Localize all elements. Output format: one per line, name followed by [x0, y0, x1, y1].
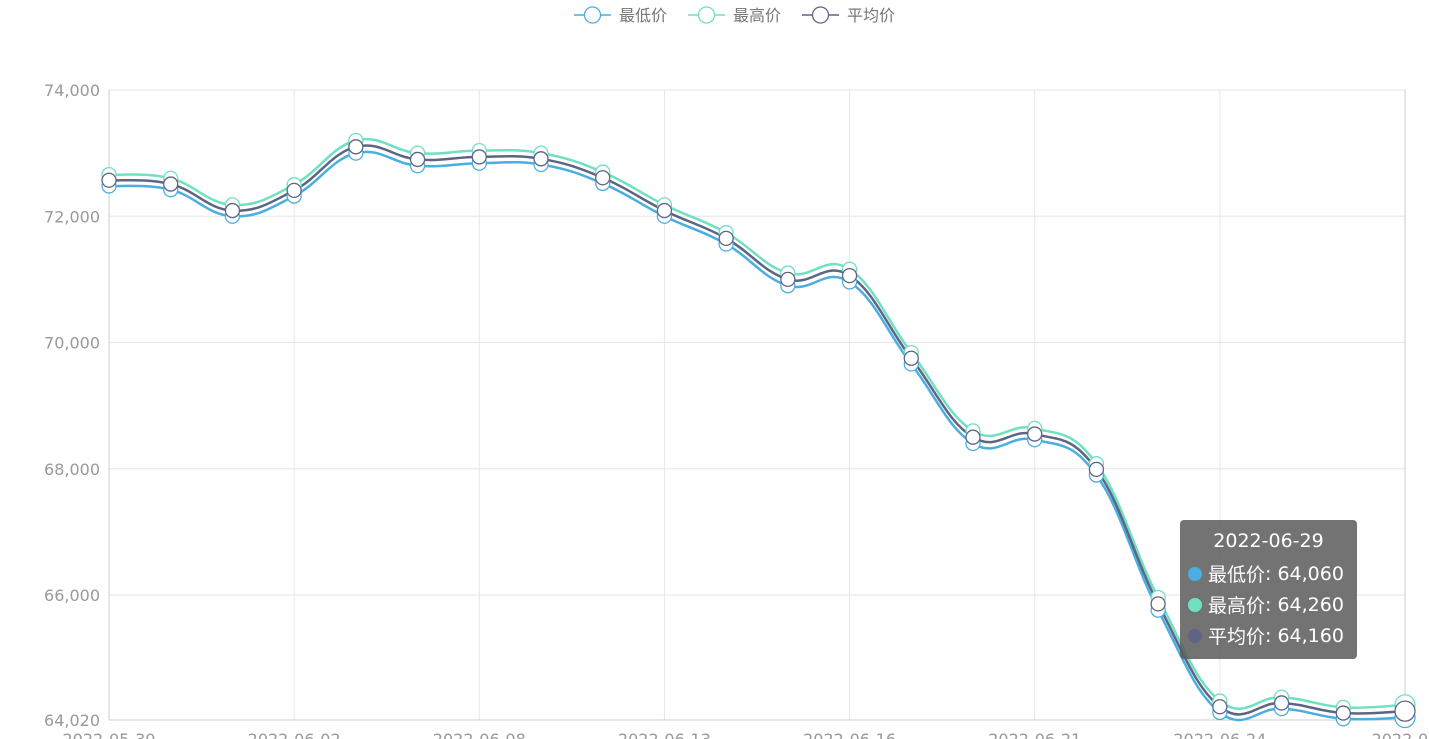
data-point[interactable]	[1088, 461, 1105, 478]
data-point[interactable]	[1335, 705, 1351, 721]
legend-label[interactable]: 最高价	[733, 6, 781, 25]
tooltip-dot-avg	[1188, 628, 1202, 643]
legend-marker	[697, 6, 716, 24]
data-point[interactable]	[656, 202, 673, 219]
data-point[interactable]	[224, 202, 241, 219]
x-tick-label: 2022-05-30	[63, 730, 156, 739]
data-point[interactable]	[1150, 596, 1166, 612]
data-point[interactable]	[1212, 699, 1228, 715]
tooltip-label-low: 最低价	[1208, 564, 1266, 586]
tooltip-row-low: 最低价: 64,060	[1188, 558, 1349, 589]
x-tick-label: 2022-06-13	[618, 730, 711, 739]
tooltip: 2022-06-29 最低价: 64,060 最高价: 64,260 平均价: …	[1180, 520, 1357, 659]
legend[interactable]: 最低价 最高价 平均价	[574, 6, 895, 25]
legend-label[interactable]: 平均价	[847, 6, 895, 25]
x-tick-label: 2022-06-08	[433, 730, 526, 739]
tooltip-label-high: 最高价	[1208, 595, 1266, 617]
data-point[interactable]	[595, 170, 611, 186]
tooltip-title: 2022-06-29	[1213, 530, 1324, 552]
y-tick-label: 64,020	[44, 711, 100, 730]
tooltip-row-high: 最高价: 64,260	[1188, 589, 1349, 620]
data-point[interactable]	[1273, 695, 1290, 711]
data-point[interactable]	[533, 151, 549, 167]
data-point[interactable]	[965, 429, 981, 445]
data-point[interactable]	[718, 230, 734, 246]
y-tick-label: 66,000	[44, 586, 100, 605]
data-point[interactable]	[163, 176, 179, 192]
x-tick-label: 2022-06	[1372, 730, 1429, 739]
x-tick-label: 2022-06-02	[248, 730, 341, 739]
y-tick-label: 72,000	[44, 207, 100, 226]
tooltip-value-avg: 64,160	[1277, 624, 1344, 647]
tooltip-row-avg: 平均价: 64,160	[1188, 620, 1349, 651]
tooltip-dot-high	[1188, 597, 1202, 612]
y-tick-label: 68,000	[44, 460, 100, 479]
axes: 64,020 66,000 68,000 70,000 72,000 74,000 2022…	[44, 81, 1429, 739]
x-tick-label: 2022-06-21	[988, 730, 1081, 739]
data-point[interactable]	[1027, 426, 1043, 442]
tooltip-value-high: 64,260	[1277, 593, 1344, 616]
data-point[interactable]	[286, 182, 302, 199]
data-point[interactable]	[471, 149, 487, 165]
tooltip-value-low: 64,060	[1277, 562, 1344, 585]
y-tick-label: 70,000	[44, 334, 100, 353]
series-points[interactable]	[101, 132, 1416, 729]
data-point[interactable]	[903, 350, 919, 366]
data-point[interactable]	[409, 151, 426, 168]
tooltip-label-avg: 平均价	[1208, 626, 1266, 648]
x-tick-label: 2022-06-16	[803, 730, 896, 739]
data-point[interactable]	[780, 271, 796, 288]
legend-label[interactable]: 最低价	[619, 6, 667, 25]
legend-marker	[583, 6, 602, 24]
data-point[interactable]	[348, 139, 364, 155]
legend-marker	[811, 6, 830, 24]
x-tick-label: 2022-06-24	[1173, 730, 1266, 739]
y-tick-label: 74,000	[44, 81, 100, 100]
data-point[interactable]	[841, 267, 858, 284]
data-point[interactable]	[101, 172, 117, 188]
data-point[interactable]	[1394, 700, 1416, 722]
tooltip-dot-low	[1188, 566, 1202, 581]
